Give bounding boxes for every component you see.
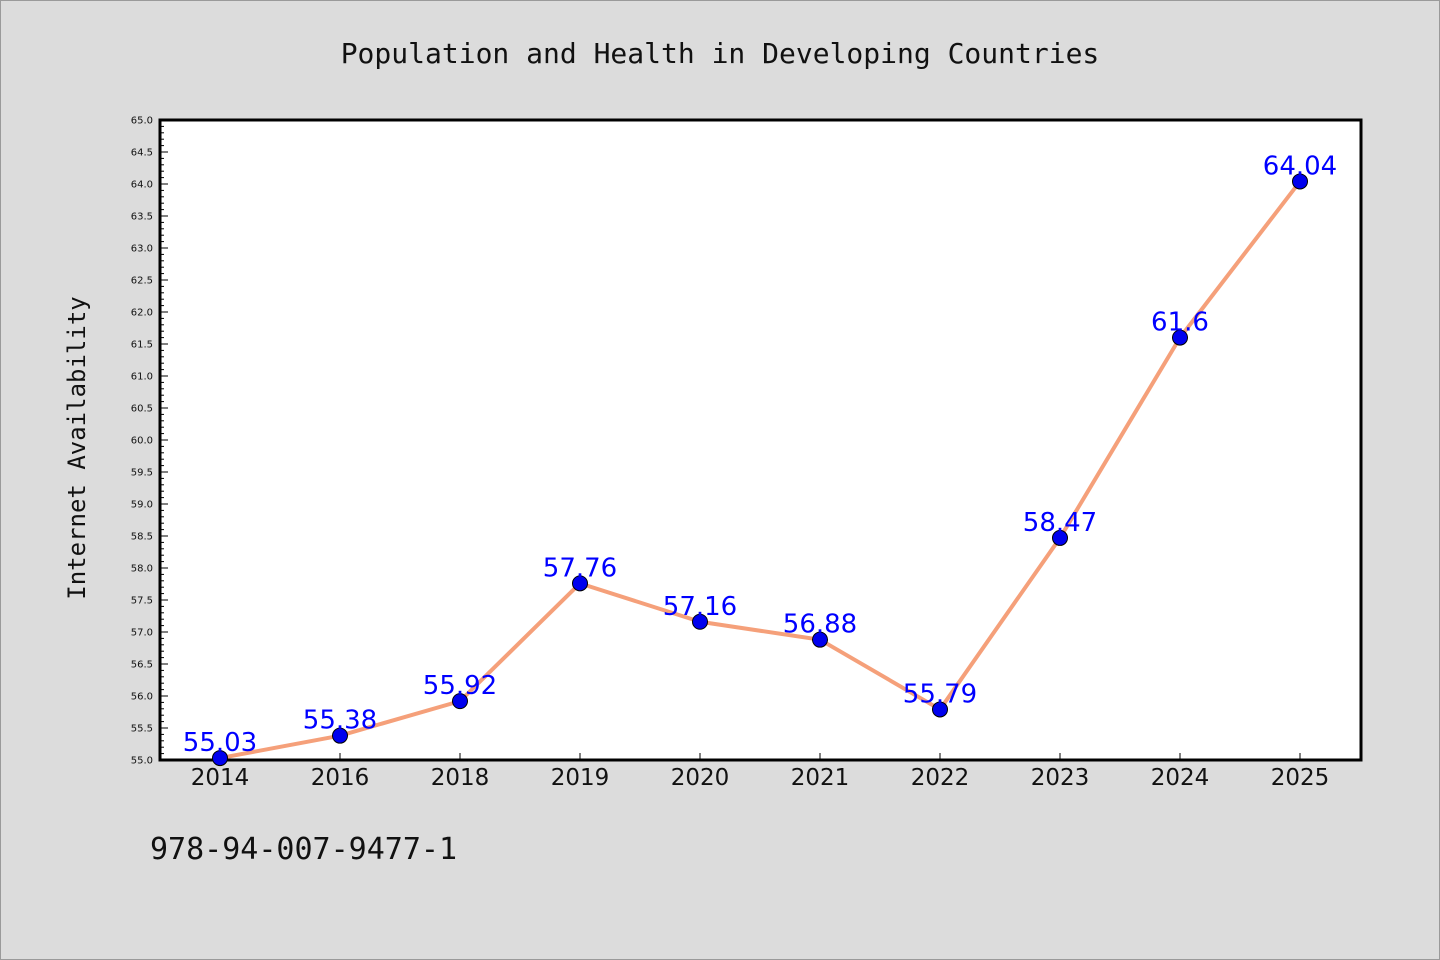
data-point: [932, 701, 948, 718]
data-point: [812, 631, 828, 648]
x-tick-label: 2021: [791, 765, 850, 791]
y-tick-label: 57.5: [131, 596, 153, 607]
series-line: [218, 179, 1302, 761]
y-tick-label: 64.5: [131, 148, 153, 159]
data-label: 57.76: [543, 553, 617, 583]
chart-title: Population and Health in Developing Coun…: [341, 37, 1100, 70]
data-labels-group: 55.03 55.38 55.92 57.76 57.16 56.88 55.79 58.47…: [183, 151, 1337, 758]
x-tick-label: 2025: [1271, 765, 1330, 791]
isbn-text: 978-94-007-9477-1: [150, 832, 458, 867]
data-point: [572, 575, 588, 592]
data-point: [1172, 329, 1188, 346]
y-tick-label: 63.5: [131, 212, 153, 223]
data-point: [212, 750, 228, 767]
y-tick-label: 57.0: [131, 628, 153, 639]
y-tick-label: 61.0: [131, 372, 153, 383]
y-tick-label: 55.0: [131, 756, 153, 767]
data-label: 64.04: [1263, 151, 1337, 181]
data-point: [332, 727, 348, 744]
data-label: 55.03: [183, 728, 257, 758]
data-label: 55.92: [423, 671, 497, 701]
plot-area: [158, 118, 1363, 762]
x-tick-label: 2014: [191, 765, 250, 791]
x-tick-label: 2020: [671, 765, 730, 791]
data-label: 55.79: [903, 679, 977, 709]
data-point: [1292, 173, 1308, 190]
x-tick-label: 2022: [911, 765, 970, 791]
y-tick-label: 56.5: [131, 660, 153, 671]
x-tick-label: 2023: [1031, 765, 1090, 791]
x-tick-label: 2018: [431, 765, 490, 791]
data-label: 57.16: [663, 592, 737, 622]
data-label: 61.6: [1151, 308, 1209, 338]
y-tick-label: 62.0: [131, 308, 153, 319]
y-tick-label: 58.0: [131, 564, 153, 575]
series-group: [212, 173, 1308, 767]
data-label: 58.47: [1023, 508, 1097, 538]
y-tick-label: 65.0: [131, 116, 153, 127]
data-point: [692, 613, 708, 630]
y-tick-label: 60.0: [131, 436, 153, 447]
y-tick-label: 56.0: [131, 692, 153, 703]
y-tick-label: 59.5: [131, 468, 153, 479]
y-tick-label: 62.5: [131, 276, 153, 287]
x-tick-label: 2019: [551, 765, 610, 791]
data-label: 56.88: [783, 610, 857, 640]
x-axis: 2014 2016 2018 2019 2020 2021 2022 2023 2024 2025: [191, 753, 1330, 791]
data-label: 55.38: [303, 706, 377, 736]
y-tick-label: 58.5: [131, 532, 153, 543]
x-tick-label: 2024: [1151, 765, 1210, 791]
y-tick-label: 64.0: [131, 180, 153, 191]
y-axis-label: Internet Availability: [63, 296, 91, 599]
data-point: [452, 693, 468, 710]
y-tick-label: 61.5: [131, 340, 153, 351]
y-tick-label: 55.5: [131, 724, 153, 735]
y-tick-label: 59.0: [131, 500, 153, 511]
y-axis: 55.0 55.5 56.0 56.5 57.0 57.5 58.0 58.5 59.0 59.5…: [131, 116, 168, 767]
data-point: [1052, 529, 1068, 546]
x-tick-label: 2016: [311, 765, 370, 791]
y-tick-label: 63.0: [131, 244, 153, 255]
y-tick-label: 60.5: [131, 404, 153, 415]
